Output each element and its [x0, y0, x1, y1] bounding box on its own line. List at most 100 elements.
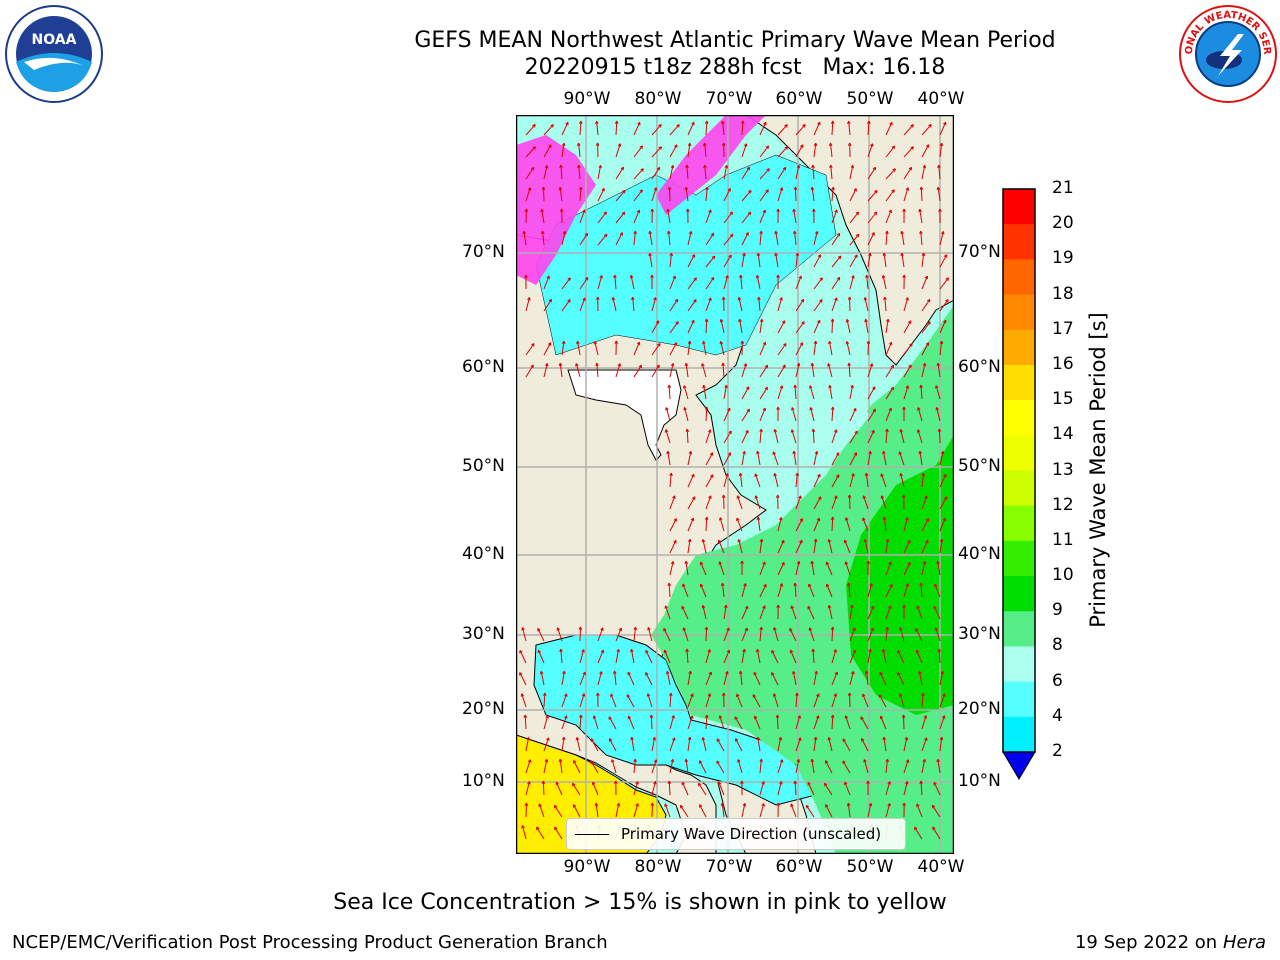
- wave-arrow: [720, 319, 725, 334]
- wave-arrow: [885, 145, 895, 158]
- wave-arrow: [885, 122, 893, 136]
- wave-arrow-head: [763, 584, 767, 588]
- wave-arrow-head: [676, 124, 680, 128]
- wave-arrow: [792, 671, 797, 686]
- wave-arrow: [939, 496, 948, 510]
- wave-arrow: [903, 714, 905, 730]
- wave-arrow: [705, 474, 714, 488]
- wave-arrow: [525, 737, 530, 752]
- wave-arrow-head: [801, 321, 805, 325]
- wave-arrow: [686, 428, 689, 444]
- wave-arrow-head: [871, 429, 875, 434]
- wave-arrow-head: [798, 737, 802, 741]
- wave-arrow-head: [682, 627, 687, 631]
- wave-arrow: [882, 649, 887, 664]
- wave-arrow-head: [872, 408, 876, 413]
- wave-arrow-head: [934, 627, 939, 631]
- wave-arrow-head: [702, 340, 706, 345]
- wave-arrow: [687, 737, 691, 752]
- wave-arrow-head: [704, 714, 709, 718]
- wave-arrow: [917, 429, 923, 444]
- wave-arrow-head: [530, 364, 534, 369]
- wave-arrow: [831, 233, 841, 246]
- wave-arrow-head: [648, 230, 652, 235]
- wave-arrow: [845, 715, 851, 730]
- wave-arrow-head: [537, 628, 541, 632]
- wave-arrow: [771, 672, 779, 686]
- wave-arrow-head: [869, 583, 873, 587]
- wave-arrow-head: [721, 494, 726, 498]
- wave-arrow-head: [684, 362, 689, 367]
- wave-arrow-head: [846, 802, 851, 807]
- wave-arrow: [542, 231, 545, 246]
- wave-arrow: [883, 253, 887, 268]
- wave-arrow-head: [761, 781, 765, 785]
- wave-arrow: [525, 187, 531, 202]
- wave-arrow: [903, 385, 909, 400]
- wave-arrow-head: [635, 803, 639, 807]
- wave-arrow: [537, 649, 545, 664]
- wave-arrow: [741, 627, 748, 642]
- wave-arrow: [867, 627, 874, 642]
- wave-arrow: [828, 605, 833, 620]
- colorbar-tick-label: 17: [1052, 318, 1074, 339]
- wave-arrow: [921, 144, 930, 158]
- wave-arrow: [921, 342, 929, 356]
- wave-arrow-head: [943, 254, 948, 258]
- wave-arrow-head: [743, 583, 747, 587]
- wave-arrow-head: [688, 670, 692, 675]
- wave-arrow-head: [519, 672, 523, 676]
- wave-arrow-head: [772, 451, 776, 455]
- wave-arrow-head: [827, 363, 831, 367]
- wave-arrow-head: [933, 605, 937, 610]
- wave-arrow-head: [584, 276, 589, 281]
- wave-arrow-head: [645, 672, 649, 676]
- colorbar-tick-label: 19: [1052, 248, 1074, 269]
- wave-arrow-head: [638, 364, 642, 369]
- wave-arrow-head: [704, 626, 709, 630]
- lat-label-right: 70°N: [958, 242, 1001, 262]
- colorbar-tick-label: 10: [1052, 565, 1074, 586]
- wave-arrow-head: [669, 472, 673, 476]
- wave-arrow-head: [864, 318, 868, 323]
- wave-arrow: [723, 254, 732, 268]
- wave-arrow: [525, 802, 527, 818]
- wave-arrow-head: [692, 496, 696, 500]
- wave-arrow-head: [754, 473, 758, 477]
- colorbar-segment: [1003, 189, 1035, 225]
- wave-arrow: [704, 165, 707, 180]
- wave-arrow: [939, 277, 949, 290]
- lon-label-bottom: 80°W: [634, 857, 682, 877]
- wave-arrow: [723, 671, 728, 686]
- wave-arrow: [921, 715, 927, 730]
- wave-arrow-head: [902, 274, 906, 278]
- wave-arrow: [777, 562, 785, 576]
- wave-arrow-head: [830, 626, 835, 630]
- wave-arrow: [777, 364, 786, 378]
- wave-arrow: [899, 693, 905, 708]
- wave-arrow: [831, 649, 837, 664]
- wave-arrow: [849, 408, 857, 422]
- wave-arrow-head: [649, 714, 654, 718]
- wave-arrow: [867, 232, 875, 246]
- wave-arrow: [561, 122, 569, 136]
- wave-arrow: [723, 473, 729, 488]
- wave-arrow-head: [834, 297, 838, 301]
- wave-arrow: [813, 737, 817, 752]
- wave-arrow-head: [829, 164, 833, 168]
- wave-arrow-head: [781, 539, 785, 544]
- wave-arrow-head: [630, 648, 634, 653]
- wave-arrow-head: [668, 692, 673, 696]
- wave-arrow-head: [738, 318, 742, 323]
- wave-arrow-head: [931, 804, 936, 809]
- map-legend: Primary Wave Direction (unscaled): [566, 818, 906, 850]
- wave-arrow: [899, 627, 905, 642]
- wave-arrow-head: [729, 211, 733, 215]
- wave-arrow-head: [905, 297, 909, 301]
- wave-arrow: [933, 782, 941, 796]
- wave-arrow: [718, 781, 725, 796]
- wave-arrow-head: [776, 406, 780, 410]
- wave-arrow-head: [905, 517, 909, 521]
- wave-arrow: [921, 165, 926, 180]
- wave-arrow-head: [779, 517, 783, 521]
